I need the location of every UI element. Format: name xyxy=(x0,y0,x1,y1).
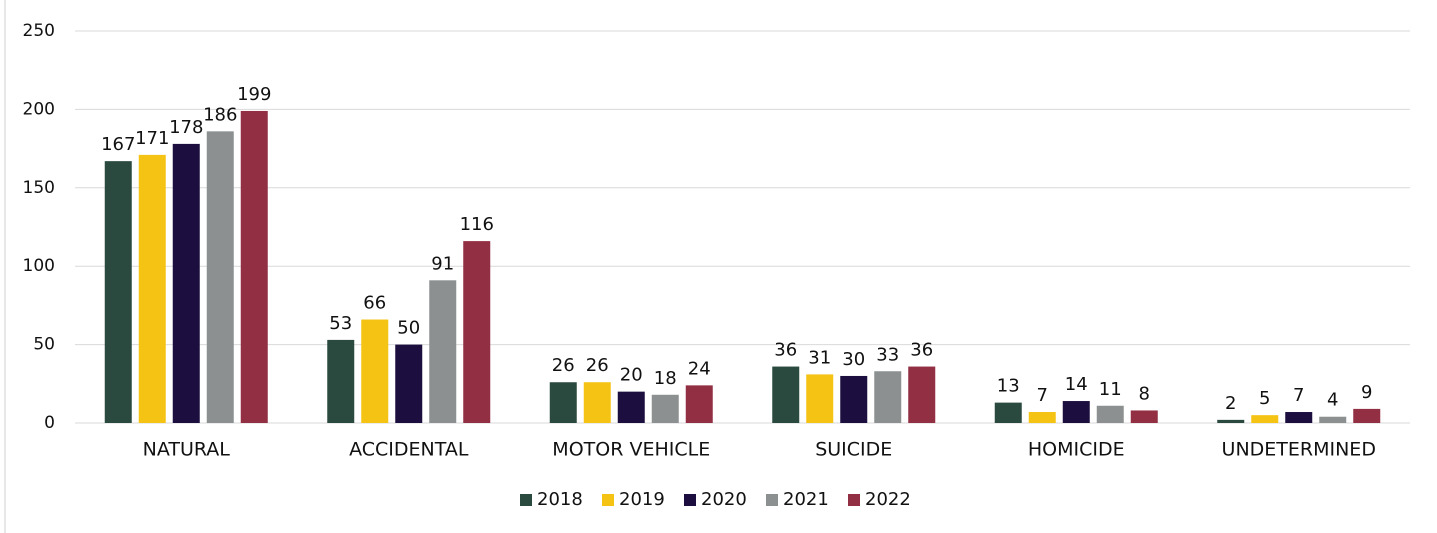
bar xyxy=(327,339,355,423)
bar xyxy=(617,391,645,423)
bar xyxy=(874,371,902,423)
data-label: 11 xyxy=(1099,379,1122,400)
bar xyxy=(240,110,268,423)
legend-swatch xyxy=(766,494,778,506)
x-tick-label: NATURAL xyxy=(143,439,231,461)
x-tick-label: HOMICIDE xyxy=(1028,439,1125,461)
y-tick-label: 150 xyxy=(23,178,55,198)
bar xyxy=(1130,410,1158,423)
data-label: 26 xyxy=(586,355,609,376)
data-label: 50 xyxy=(397,318,420,339)
y-tick-label: 50 xyxy=(33,335,55,355)
legend-swatch xyxy=(848,494,860,506)
bar xyxy=(994,402,1022,423)
legend-swatch xyxy=(602,494,614,506)
bar xyxy=(1028,412,1056,423)
legend-label: 2019 xyxy=(619,489,665,510)
data-label: 5 xyxy=(1259,388,1270,409)
data-label: 33 xyxy=(876,344,899,365)
data-label: 24 xyxy=(688,358,711,379)
y-tick-label: 200 xyxy=(23,99,55,119)
y-tick-label: 250 xyxy=(23,21,55,41)
bar xyxy=(549,382,577,423)
bar xyxy=(361,319,389,423)
data-label: 7 xyxy=(1037,385,1048,406)
x-tick-label: SUICIDE xyxy=(815,439,892,461)
data-label: 26 xyxy=(552,355,575,376)
data-label: 91 xyxy=(431,253,454,274)
data-label: 171 xyxy=(135,128,169,149)
bar xyxy=(1285,412,1313,423)
data-label: 66 xyxy=(363,293,386,314)
bar xyxy=(908,366,936,423)
x-tick-label: ACCIDENTAL xyxy=(349,439,469,461)
data-label: 178 xyxy=(169,117,203,138)
data-label: 2 xyxy=(1225,393,1236,414)
data-label: 14 xyxy=(1065,374,1088,395)
bar xyxy=(1319,416,1347,423)
data-label: 36 xyxy=(774,340,797,361)
bar xyxy=(1096,405,1124,423)
y-tick-label: 0 xyxy=(44,413,55,433)
bar xyxy=(206,131,234,424)
bar xyxy=(138,154,166,423)
data-label: 13 xyxy=(997,376,1020,397)
bar xyxy=(651,394,679,423)
data-label: 36 xyxy=(910,340,933,361)
legend-swatch xyxy=(684,494,696,506)
data-label: 8 xyxy=(1139,383,1150,404)
bar xyxy=(1353,408,1381,423)
legend-label: 2021 xyxy=(783,489,829,510)
bar xyxy=(806,374,834,423)
legend-label: 2022 xyxy=(865,489,911,510)
bar xyxy=(772,366,800,423)
data-label: 53 xyxy=(329,313,352,334)
bar xyxy=(395,344,423,423)
data-label: 167 xyxy=(101,134,135,155)
data-label: 116 xyxy=(460,214,494,235)
y-tick-label: 100 xyxy=(23,256,55,276)
data-label: 9 xyxy=(1361,382,1372,403)
legend-label: 2020 xyxy=(701,489,747,510)
bar xyxy=(583,382,611,423)
bar xyxy=(840,375,868,423)
x-tick-label: UNDETERMINED xyxy=(1222,439,1376,461)
legend-label: 2018 xyxy=(537,489,583,510)
data-label: 4 xyxy=(1327,390,1338,411)
data-label: 20 xyxy=(620,365,643,386)
data-label: 199 xyxy=(237,84,271,105)
bar xyxy=(1251,415,1279,423)
bar xyxy=(1217,419,1245,423)
data-label: 18 xyxy=(654,368,677,389)
data-label: 31 xyxy=(808,347,831,368)
bar xyxy=(1062,401,1090,423)
bar xyxy=(429,280,457,423)
bar xyxy=(463,241,491,423)
data-label: 186 xyxy=(203,104,237,125)
data-label: 30 xyxy=(842,349,865,370)
x-tick-label: MOTOR VEHICLE xyxy=(552,439,710,461)
bar xyxy=(172,143,200,423)
legend-swatch xyxy=(520,494,532,506)
bar xyxy=(685,385,713,423)
bar xyxy=(104,161,132,424)
data-label: 7 xyxy=(1293,385,1304,406)
